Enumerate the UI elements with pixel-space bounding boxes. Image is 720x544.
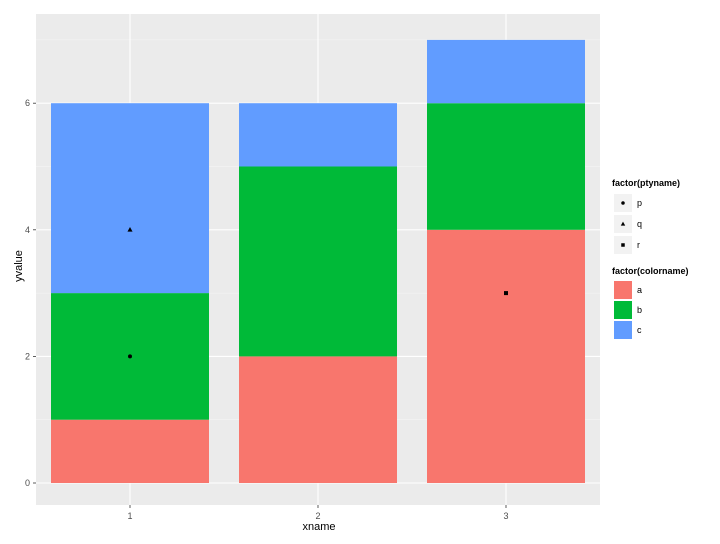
point-r: [504, 291, 508, 296]
legend-shape-label: q: [637, 219, 642, 229]
y-tick-label: 6: [25, 98, 30, 108]
legend-shape-q: [620, 221, 626, 226]
y-tick-label: 2: [25, 351, 30, 361]
bar-segment-a-3: [427, 229, 585, 483]
bar-segment-c-3: [427, 39, 585, 104]
x-axis: 1 2 3: [127, 505, 509, 521]
legend-fill-swatch-b: [614, 301, 632, 319]
bar-segment-c-2: [239, 103, 397, 167]
y-tick-label: 4: [25, 225, 30, 235]
x-tick-label: 1: [127, 511, 132, 521]
x-tick-label: 2: [315, 511, 320, 521]
legend-shape-label: p: [637, 198, 642, 208]
legend-shape-label: r: [637, 240, 640, 250]
bar-segment-b-3: [427, 103, 585, 230]
bar-segment-b-2: [239, 166, 397, 357]
legend-shape: factor(ptyname) p q r: [612, 178, 680, 254]
plot-panel: [36, 14, 600, 505]
x-tick-label: 3: [503, 511, 508, 521]
y-axis: 0 2 4 6: [25, 98, 36, 488]
legend-fill-title: factor(colorname): [612, 266, 689, 276]
bar-segment-a-1: [51, 419, 209, 483]
legend-fill-swatch-a: [614, 281, 632, 299]
legend-fill-label: c: [637, 325, 642, 335]
bar-segment-a-2: [239, 356, 397, 483]
x-axis-title: xname: [302, 521, 335, 533]
bar-segment-c-1: [51, 103, 209, 294]
legend-fill-label: b: [637, 305, 642, 315]
point-q: [127, 227, 133, 232]
legend-fill-label: a: [637, 285, 642, 295]
legend-shape-p: [621, 201, 625, 205]
y-tick-label: 0: [25, 478, 30, 488]
y-axis-title: yvalue: [13, 250, 25, 282]
legend-shape-r: [621, 243, 625, 247]
point-p: [128, 354, 132, 359]
legend-shape-title: factor(ptyname): [612, 178, 680, 188]
legend-fill-swatch-c: [614, 321, 632, 339]
legend-fill: factor(colorname) abc: [612, 266, 689, 339]
